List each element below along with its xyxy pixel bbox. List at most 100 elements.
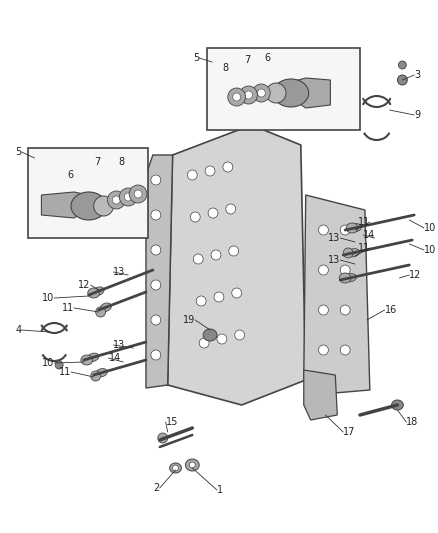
Ellipse shape [397, 75, 407, 85]
Ellipse shape [205, 166, 215, 176]
Text: 2: 2 [153, 483, 160, 493]
Text: 10: 10 [42, 293, 54, 303]
Text: 19: 19 [183, 315, 195, 325]
Ellipse shape [87, 353, 99, 361]
Ellipse shape [107, 191, 125, 209]
Text: 7: 7 [94, 157, 100, 167]
Ellipse shape [158, 433, 168, 443]
Ellipse shape [187, 170, 197, 180]
Text: 14: 14 [109, 353, 121, 363]
Ellipse shape [392, 400, 403, 410]
Ellipse shape [252, 84, 270, 102]
Ellipse shape [346, 223, 358, 233]
Ellipse shape [55, 361, 63, 369]
Text: 3: 3 [414, 70, 420, 80]
Ellipse shape [189, 462, 195, 468]
Ellipse shape [173, 465, 179, 471]
Ellipse shape [266, 83, 286, 103]
Text: 1: 1 [217, 485, 223, 495]
Ellipse shape [151, 280, 161, 290]
Ellipse shape [170, 463, 181, 473]
Ellipse shape [208, 208, 218, 218]
Ellipse shape [211, 250, 221, 260]
Ellipse shape [258, 89, 265, 97]
Ellipse shape [151, 210, 161, 220]
Ellipse shape [100, 303, 111, 312]
Ellipse shape [193, 254, 203, 264]
Text: 13: 13 [113, 267, 126, 277]
Ellipse shape [223, 162, 233, 172]
Text: 11: 11 [357, 243, 370, 253]
Ellipse shape [348, 248, 360, 257]
Ellipse shape [350, 224, 361, 232]
Ellipse shape [119, 188, 137, 206]
Ellipse shape [203, 329, 217, 341]
Ellipse shape [318, 305, 328, 315]
Ellipse shape [340, 225, 350, 235]
Ellipse shape [94, 196, 113, 216]
Ellipse shape [134, 190, 142, 198]
Text: 6: 6 [67, 170, 73, 180]
Ellipse shape [232, 288, 242, 298]
Text: 11: 11 [59, 367, 71, 377]
Ellipse shape [191, 212, 200, 222]
Ellipse shape [318, 345, 328, 355]
Text: 10: 10 [42, 358, 54, 368]
Ellipse shape [226, 204, 236, 214]
Ellipse shape [124, 193, 132, 201]
Ellipse shape [129, 185, 147, 203]
Bar [28, 148, 148, 238]
Text: 10: 10 [424, 223, 436, 233]
Ellipse shape [240, 86, 258, 104]
Polygon shape [291, 78, 330, 108]
Ellipse shape [113, 196, 120, 204]
Polygon shape [304, 370, 337, 420]
Text: 11: 11 [357, 217, 370, 227]
Ellipse shape [95, 307, 106, 317]
Text: 13: 13 [113, 340, 126, 350]
Text: 8: 8 [222, 63, 228, 73]
Polygon shape [42, 192, 89, 218]
Text: 12: 12 [78, 280, 91, 290]
Text: 13: 13 [328, 233, 340, 243]
Ellipse shape [151, 175, 161, 185]
Ellipse shape [88, 288, 99, 298]
Ellipse shape [214, 292, 224, 302]
Ellipse shape [91, 371, 101, 381]
Text: 5: 5 [15, 147, 22, 157]
Ellipse shape [318, 265, 328, 275]
Text: 10: 10 [424, 245, 436, 255]
Text: 6: 6 [264, 53, 270, 63]
Ellipse shape [340, 305, 350, 315]
Ellipse shape [339, 273, 351, 283]
Ellipse shape [233, 93, 240, 101]
Text: 13: 13 [328, 255, 340, 265]
Polygon shape [146, 155, 173, 388]
Text: 8: 8 [118, 157, 124, 167]
Ellipse shape [71, 192, 106, 220]
Text: 5: 5 [193, 53, 199, 63]
Text: 11: 11 [62, 303, 74, 313]
Text: 18: 18 [406, 417, 419, 427]
Ellipse shape [199, 338, 209, 348]
Text: 17: 17 [343, 427, 356, 437]
Ellipse shape [244, 91, 252, 99]
Ellipse shape [340, 265, 350, 275]
Ellipse shape [93, 287, 104, 296]
Text: 16: 16 [385, 305, 397, 315]
Ellipse shape [217, 334, 227, 344]
Ellipse shape [81, 355, 93, 365]
Text: 14: 14 [363, 230, 375, 240]
Ellipse shape [345, 273, 357, 282]
Text: 15: 15 [166, 417, 178, 427]
Text: 9: 9 [414, 110, 420, 120]
Ellipse shape [151, 350, 161, 360]
Ellipse shape [185, 459, 199, 471]
Ellipse shape [228, 88, 246, 106]
Polygon shape [304, 195, 370, 395]
Text: 4: 4 [16, 325, 22, 335]
Bar [207, 48, 360, 130]
Ellipse shape [96, 368, 107, 377]
Ellipse shape [151, 315, 161, 325]
Ellipse shape [235, 330, 244, 340]
